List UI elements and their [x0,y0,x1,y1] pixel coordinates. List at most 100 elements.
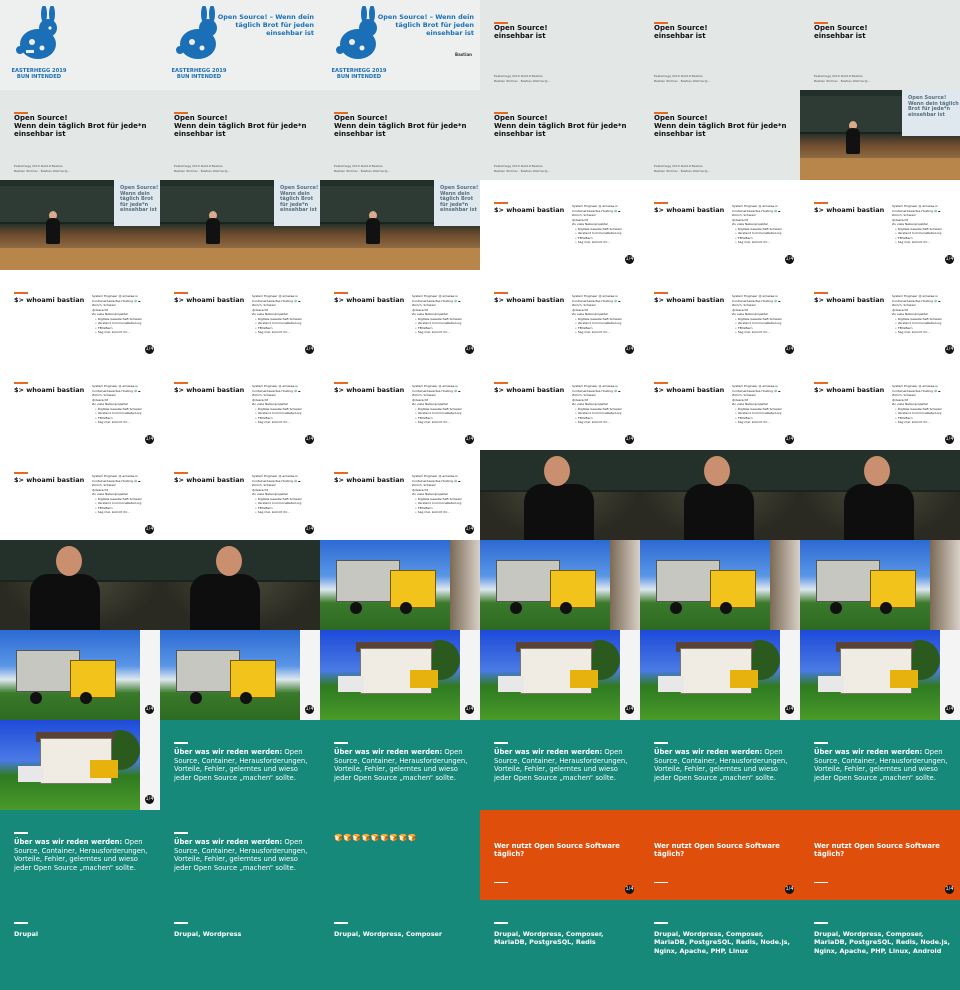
container-box [18,766,44,782]
slide-meta: Easterhegg 2019 #eh19 Bastian [14,164,63,168]
page-number-badge: 1/4 [945,255,954,264]
topics-slide[interactable]: Über was wir reden werden: Open Source, … [480,720,640,810]
whoami-slide[interactable]: $> whoami bastian System Engineer @ amaz… [480,270,640,360]
whoami-slide[interactable]: $> whoami bastian System Engineer @ amaz… [160,270,320,360]
speaker-closeup-photo[interactable] [640,450,800,540]
truck-slide[interactable]: 1/4 [160,630,320,720]
truck-slide[interactable]: 1/4 [0,630,160,720]
whoami-slide[interactable]: $> whoami bastian System Engineer @ amaz… [640,180,800,270]
truck-photo[interactable] [480,540,640,630]
speaker-closeup-photo[interactable] [160,540,320,630]
tools-slide[interactable]: Drupal, Wordpress, Composer, MariaDB, Po… [480,900,640,990]
page-number-badge: 1/4 [465,705,474,714]
whoami-bio: System Engineer @ amazee.io Containerbasi… [732,384,782,424]
whoami-slide[interactable]: $> whoami bastian System Engineer @ amaz… [0,270,160,360]
bunny-title-slide[interactable]: EASTERHEGG 2019 BUN INTENDED Open Source!… [160,0,320,90]
whoami-slide[interactable]: $> whoami bastian System Engineer @ amaz… [320,270,480,360]
truck-photo[interactable] [640,540,800,630]
house-slide[interactable]: 1/4 [480,630,640,720]
tools-list: Drupal, Wordpress, Composer [334,930,442,938]
speaker-closeup-photo[interactable] [800,450,960,540]
title-slide[interactable]: Open Source! Wenn dein täglich Brot für j… [480,90,640,180]
title-slide[interactable]: Open Source! Wenn dein täglich Brot für j… [0,90,160,180]
house-slide[interactable]: 1/4 [0,720,160,810]
whoami-heading: $> whoami bastian [814,206,885,214]
whoami-slide[interactable]: $> whoami bastian System Engineer @ amaz… [800,180,960,270]
accent-bar [654,292,668,294]
accent-bar [814,382,828,384]
speaker-closeup-photo[interactable] [0,540,160,630]
whoami-slide[interactable]: $> whoami bastian System Engineer @ amaz… [640,270,800,360]
question-slide[interactable]: Wer nutzt Open Source Software täglich? … [480,810,640,900]
topics-slide[interactable]: Über was wir reden werden: Open Source, … [0,810,160,900]
question-slide[interactable]: Wer nutzt Open Source Software täglich? … [800,810,960,900]
whoami-slide[interactable]: $> whoami bastian System Engineer @ amaz… [480,180,640,270]
whoami-slide[interactable]: $> whoami bastian System Engineer @ amaz… [480,360,640,450]
lecture-photo[interactable]: Open Source! Wenn dein täglich Brot für … [320,180,480,270]
tools-slide[interactable]: Drupal, Wordpress, Composer [320,900,480,990]
whoami-slide[interactable]: $> whoami bastian System Engineer @ amaz… [640,360,800,450]
house-slide[interactable]: 1/4 [320,630,480,720]
container-box [498,676,524,692]
page-number-badge: 1/4 [305,435,314,444]
whoami-slide[interactable]: $> whoami bastian System Engineer @ amaz… [800,360,960,450]
speaker-shirt [30,574,100,630]
whoami-slide[interactable]: $> whoami bastian System Engineer @ amaz… [800,270,960,360]
whoami-slide[interactable]: $> whoami bastian System Engineer @ amaz… [160,360,320,450]
bread-emoji-row: 🍞🍞🍞🍞🍞🍞🍞🍞🍞 [334,834,417,842]
accent-bar [814,922,828,924]
tools-slide[interactable]: Drupal [0,900,160,990]
speaker-closeup-photo[interactable] [480,450,640,540]
accent-bar [814,742,828,744]
bunny-logo-icon [336,6,377,59]
accent-bar [654,382,668,384]
topics-slide[interactable]: Über was wir reden werden: Open Source, … [160,720,320,810]
truck-cab [870,570,916,608]
topics-slide[interactable]: Über was wir reden werden: Open Source, … [640,720,800,810]
tools-slide[interactable]: Drupal, Wordpress [160,900,320,990]
title-slide[interactable]: Open Source! Wenn dein täglich Brot für j… [160,90,320,180]
whoami-heading: $> whoami bastian [14,476,85,484]
whoami-slide[interactable]: $> whoami bastian System Engineer @ amaz… [160,450,320,540]
tools-slide[interactable]: Drupal, Wordpress, Composer, MariaDB, Po… [640,900,800,990]
accent-bar [14,112,28,114]
whoami-slide[interactable]: $> whoami bastian System Engineer @ amaz… [320,360,480,450]
truck-photo[interactable] [800,540,960,630]
lecture-photo[interactable]: Open Source! Wenn dein täglich Brot für … [160,180,320,270]
house-slide[interactable]: 1/4 [640,630,800,720]
accent-bar [14,472,28,474]
lecture-photo[interactable]: Open Source! Wenn dein täglich Brot für … [0,180,160,270]
page-number-badge: 1/4 [145,795,154,804]
topics-slide[interactable]: Über was wir reden werden: Open Source, … [320,720,480,810]
wheel [350,602,362,614]
crane-truck [410,670,438,688]
bunny-title-speaker-slide[interactable]: EASTERHEGG 2019 BUN INTENDED Open Source!… [320,0,480,90]
lecture-photo[interactable]: Open Source! Wenn dein täglich Brot für … [800,90,960,180]
accent-bar [494,112,508,114]
accent-bar [14,832,28,834]
bunny-logo-icon [16,6,57,59]
bunny-slide[interactable]: EASTERHEGG 2019 BUN INTENDED [0,0,160,90]
truck-photo[interactable] [320,540,480,630]
whoami-heading: $> whoami bastian [814,386,885,394]
whoami-slide[interactable]: $> whoami bastian System Engineer @ amaz… [320,450,480,540]
topics-slide[interactable]: Über was wir reden werden: Open Source, … [160,810,320,900]
bread-emoji-slide[interactable]: 🍞🍞🍞🍞🍞🍞🍞🍞🍞 [320,810,480,900]
whoami-bio: System Engineer @ amazee.io Containerbasi… [252,384,302,424]
question-slide[interactable]: Wer nutzt Open Source Software täglich? … [640,810,800,900]
topics-slide[interactable]: Über was wir reden werden: Open Source, … [800,720,960,810]
whoami-slide[interactable]: $> whoami bastian System Engineer @ amaz… [0,360,160,450]
accent-bar [494,292,508,294]
page-number-badge: 1/4 [465,435,474,444]
title-slide[interactable]: Open Source! einsehbar ist Easterhegg 201… [800,0,960,90]
house-slide[interactable]: 1/4 [800,630,960,720]
title-slide[interactable]: Open Source! Wenn dein täglich Brot für j… [320,90,480,180]
speaker-shirt [190,574,260,630]
accent-bar [334,472,348,474]
truck-cab [230,660,276,698]
title-slide[interactable]: Open Source! Wenn dein täglich Brot für j… [640,90,800,180]
tools-slide[interactable]: Drupal, Wordpress, Composer, MariaDB, Po… [800,900,960,990]
title-slide[interactable]: Open Source! einsehbar ist Easterhegg 201… [480,0,640,90]
title-slide[interactable]: Open Source! einsehbar ist Easterhegg 201… [640,0,800,90]
whoami-slide[interactable]: $> whoami bastian System Engineer @ amaz… [0,450,160,540]
